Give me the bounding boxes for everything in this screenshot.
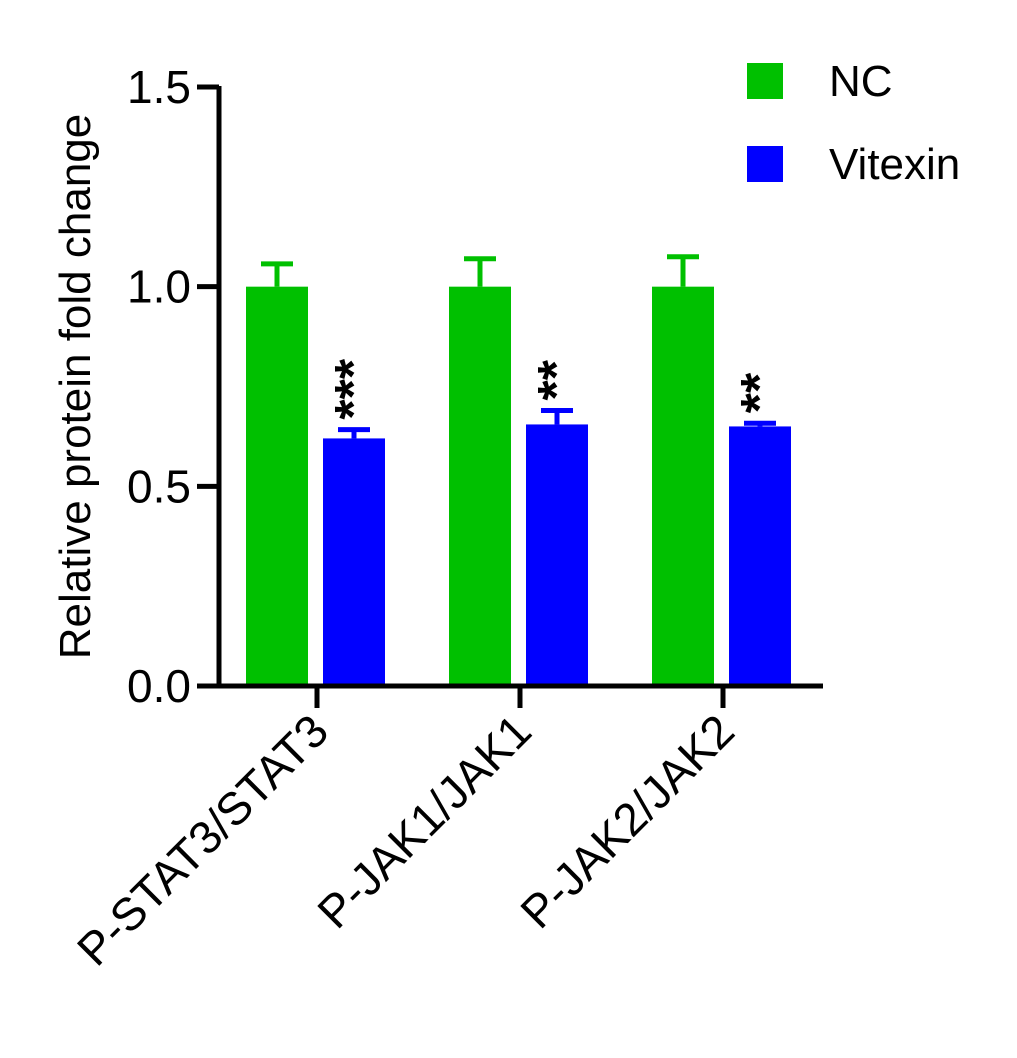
bar-nc-2 bbox=[652, 286, 714, 686]
legend: NC Vitexin bbox=[747, 57, 960, 189]
x-tick-label: P-JAK2/JAK2 bbox=[510, 704, 744, 938]
significance-label: *** bbox=[325, 358, 383, 419]
bar-nc-1 bbox=[449, 286, 511, 686]
bar-nc-0 bbox=[246, 286, 308, 686]
bar-vitexin-2 bbox=[729, 426, 791, 686]
x-tick-label: P-JAK1/JAK1 bbox=[307, 704, 541, 938]
legend-swatch-vitexin bbox=[747, 146, 783, 182]
legend-swatch-nc bbox=[747, 63, 783, 99]
legend-label-vitexin: Vitexin bbox=[829, 140, 960, 189]
bar-vitexin-0 bbox=[323, 438, 385, 686]
significance-label: ** bbox=[528, 359, 586, 400]
y-tick-label: 0.5 bbox=[127, 460, 191, 512]
y-axis: 0.0 0.5 1.0 1.5 bbox=[127, 61, 222, 712]
y-tick-label: 1.5 bbox=[127, 61, 191, 113]
bars: *** ** ** bbox=[246, 254, 791, 686]
x-tick-label: P-STAT3/STAT3 bbox=[67, 704, 338, 975]
significance-label: ** bbox=[731, 372, 789, 413]
y-tick-label: 0.0 bbox=[127, 660, 191, 712]
y-tick-label: 1.0 bbox=[127, 261, 191, 313]
bar-vitexin-1 bbox=[526, 424, 588, 686]
legend-label-nc: NC bbox=[829, 57, 893, 106]
y-axis-label: Relative protein fold change bbox=[51, 114, 100, 659]
